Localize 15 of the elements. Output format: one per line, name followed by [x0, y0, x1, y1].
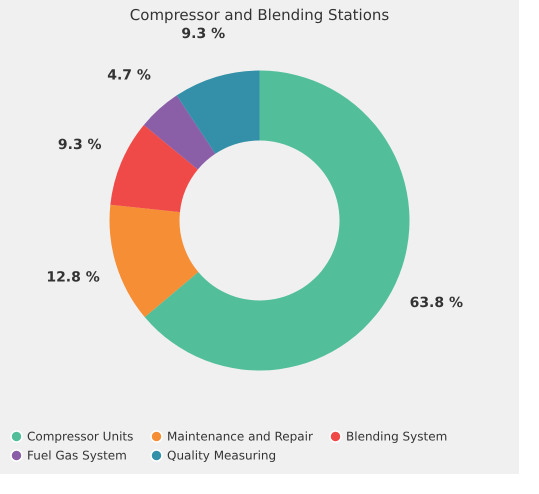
chart-title: Compressor and Blending Stations	[130, 6, 390, 24]
legend-label: Blending System	[346, 430, 448, 444]
donut-slice	[110, 204, 198, 318]
donut-slice	[176, 70, 260, 154]
legend-label: Maintenance and Repair	[167, 430, 313, 444]
donut-slice	[144, 95, 216, 170]
legend-label: Compressor Units	[27, 430, 134, 444]
data-label: 9.3 %	[58, 136, 102, 153]
data-label: 9.3 %	[181, 26, 226, 42]
data-label: 12.8 %	[46, 270, 100, 286]
donut-slice	[110, 124, 198, 212]
legend-label: Quality Measuring	[167, 448, 276, 462]
data-label: 4.7 %	[107, 68, 151, 84]
data-label: 63.8 %	[410, 294, 464, 311]
legend-label: Fuel Gas System	[27, 448, 127, 462]
